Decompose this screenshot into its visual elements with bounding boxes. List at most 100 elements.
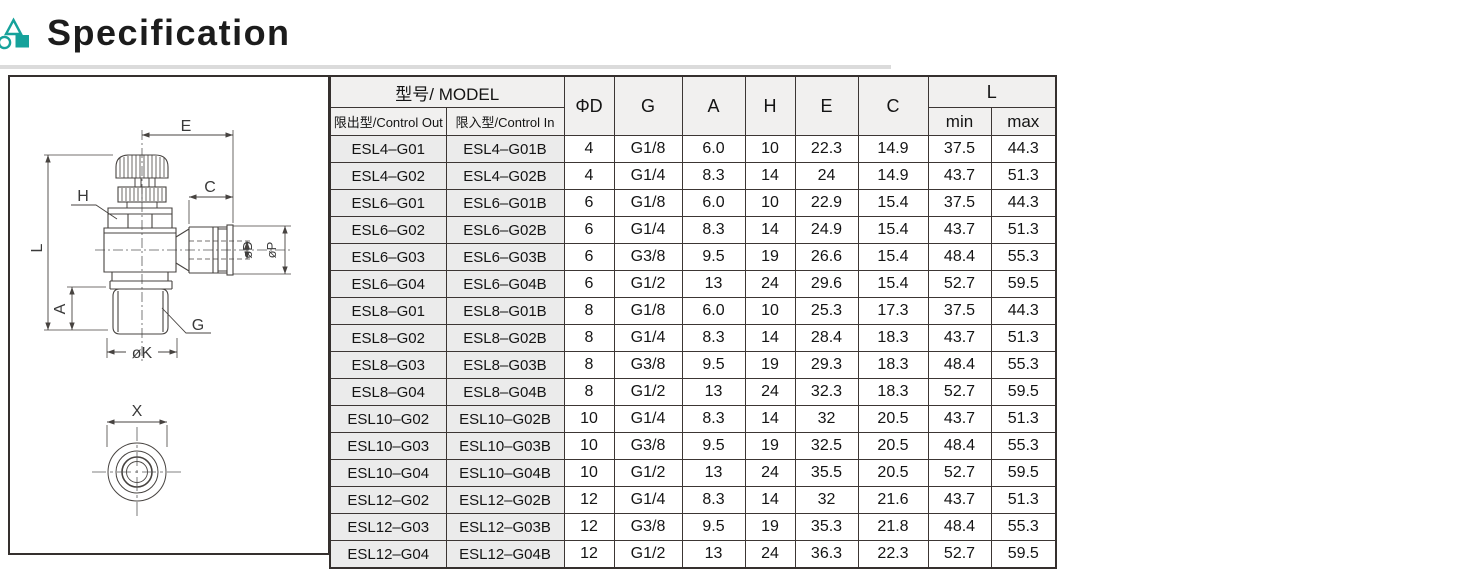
value-cell: 22.3 — [794, 135, 859, 163]
knob-stem — [134, 178, 156, 187]
value-cell: 55.3 — [990, 351, 1057, 379]
value-cell: 6 — [563, 189, 615, 217]
value-cell: 52.7 — [927, 378, 992, 406]
model-cell: ESL8–G04B — [445, 378, 565, 406]
value-cell: G1/8 — [613, 135, 683, 163]
model-cell: ESL8–G04 — [329, 378, 447, 406]
value-cell: 13 — [681, 459, 746, 487]
value-cell: 14.9 — [857, 162, 929, 190]
value-cell: 37.5 — [927, 135, 992, 163]
dim-label-e: E — [181, 118, 192, 135]
value-cell: 14 — [744, 216, 796, 244]
extension-lines — [44, 130, 291, 447]
value-cell: 8.3 — [681, 324, 746, 352]
shapes-icon — [0, 17, 29, 50]
model-cell: ESL12–G03B — [445, 513, 565, 541]
value-cell: G3/8 — [613, 243, 683, 271]
value-cell: 48.4 — [927, 351, 992, 379]
model-cell: ESL10–G04B — [445, 459, 565, 487]
value-cell: 21.8 — [857, 513, 929, 541]
main-body — [103, 227, 177, 273]
model-cell: ESL10–G03 — [329, 432, 447, 460]
value-cell: 15.4 — [857, 270, 929, 298]
model-cell: ESL4–G02 — [329, 162, 447, 190]
value-cell: 14.9 — [857, 135, 929, 163]
value-cell: 10 — [563, 432, 615, 460]
fitting-knob — [115, 154, 169, 179]
spec-table-header: 型号/ MODEL ΦD G A H E C L 限出型/Control Out… — [329, 75, 1057, 136]
model-cell: ESL8–G01 — [329, 297, 447, 325]
model-cell: ESL4–G01 — [329, 135, 447, 163]
value-cell: G1/2 — [613, 459, 683, 487]
value-cell: 6.0 — [681, 189, 746, 217]
value-cell: 18.3 — [857, 351, 929, 379]
value-cell: 6 — [563, 216, 615, 244]
value-cell: 44.3 — [990, 297, 1057, 325]
dim-label-x: X — [132, 403, 143, 420]
value-cell: 21.6 — [857, 486, 929, 514]
value-cell: G1/4 — [613, 405, 683, 433]
value-cell: 51.3 — [990, 162, 1057, 190]
model-cell: ESL6–G01B — [445, 189, 565, 217]
model-cell: ESL8–G03 — [329, 351, 447, 379]
value-cell: 6.0 — [681, 297, 746, 325]
value-cell: 32.5 — [794, 432, 859, 460]
model-cell: ESL8–G02B — [445, 324, 565, 352]
value-cell: 13 — [681, 540, 746, 569]
value-cell: 59.5 — [990, 378, 1057, 406]
value-cell: 24 — [744, 459, 796, 487]
value-cell: 6 — [563, 270, 615, 298]
value-cell: 48.4 — [927, 432, 992, 460]
value-cell: 44.3 — [990, 189, 1057, 217]
table-row: ESL8–G02 ESL8–G02B 8 G1/4 8.3 14 28.4 18.3 43.7 5… — [329, 324, 1057, 352]
value-cell: 10 — [563, 405, 615, 433]
value-cell: 12 — [563, 540, 615, 569]
value-cell: G1/4 — [613, 324, 683, 352]
value-cell: 14 — [744, 405, 796, 433]
col-header-l-max: max — [990, 107, 1057, 136]
value-cell: 13 — [681, 378, 746, 406]
value-cell: 8 — [563, 378, 615, 406]
value-cell: 9.5 — [681, 513, 746, 541]
thread-stud — [112, 288, 169, 335]
model-cell: ESL4–G02B — [445, 162, 565, 190]
bottom-view — [92, 427, 182, 517]
value-cell: 14 — [744, 162, 796, 190]
value-cell: 44.3 — [990, 135, 1057, 163]
table-row: ESL4–G02 ESL4–G02B 4 G1/4 8.3 14 24 14.9 43.7 51.… — [329, 162, 1057, 190]
model-cell: ESL10–G03B — [445, 432, 565, 460]
dim-label-a: A — [52, 303, 69, 314]
page-title: Specification — [47, 12, 291, 53]
value-cell: 4 — [563, 162, 615, 190]
col-header-control-in: 限入型/Control In — [445, 107, 565, 136]
value-cell: 10 — [744, 189, 796, 217]
value-cell: 22.9 — [794, 189, 859, 217]
value-cell: 51.3 — [990, 324, 1057, 352]
model-cell: ESL12–G02 — [329, 486, 447, 514]
table-row: ESL6–G02 ESL6–G02B 6 G1/4 8.3 14 24.9 15.4 43.7 5… — [329, 216, 1057, 244]
value-cell: 59.5 — [990, 459, 1057, 487]
nut-knurling — [121, 188, 163, 201]
model-cell: ESL8–G02 — [329, 324, 447, 352]
value-cell: 43.7 — [927, 486, 992, 514]
leader-h — [71, 204, 118, 220]
value-cell: 19 — [744, 243, 796, 271]
value-cell: G1/2 — [613, 378, 683, 406]
value-cell: G3/8 — [613, 351, 683, 379]
value-cell: 6.0 — [681, 135, 746, 163]
table-row: ESL8–G03 ESL8–G03B 8 G3/8 9.5 19 29.3 18.3 48.4 5… — [329, 351, 1057, 379]
value-cell: 24 — [794, 162, 859, 190]
side-outlet — [175, 226, 227, 274]
title-divider — [0, 65, 891, 69]
value-cell: 22.3 — [857, 540, 929, 569]
value-cell: 43.7 — [927, 405, 992, 433]
col-header-e: E — [794, 75, 859, 136]
table-row: ESL10–G02 ESL10–G02B 10 G1/4 8.3 14 32 20.5 43.7… — [329, 405, 1057, 433]
model-cell: ESL10–G02 — [329, 405, 447, 433]
value-cell: 37.5 — [927, 189, 992, 217]
value-cell: 36.3 — [794, 540, 859, 569]
value-cell: 8.3 — [681, 216, 746, 244]
model-cell: ESL6–G02B — [445, 216, 565, 244]
value-cell: G3/8 — [613, 432, 683, 460]
spec-drawing: E C H L A G øK øD øP X — [8, 75, 330, 555]
